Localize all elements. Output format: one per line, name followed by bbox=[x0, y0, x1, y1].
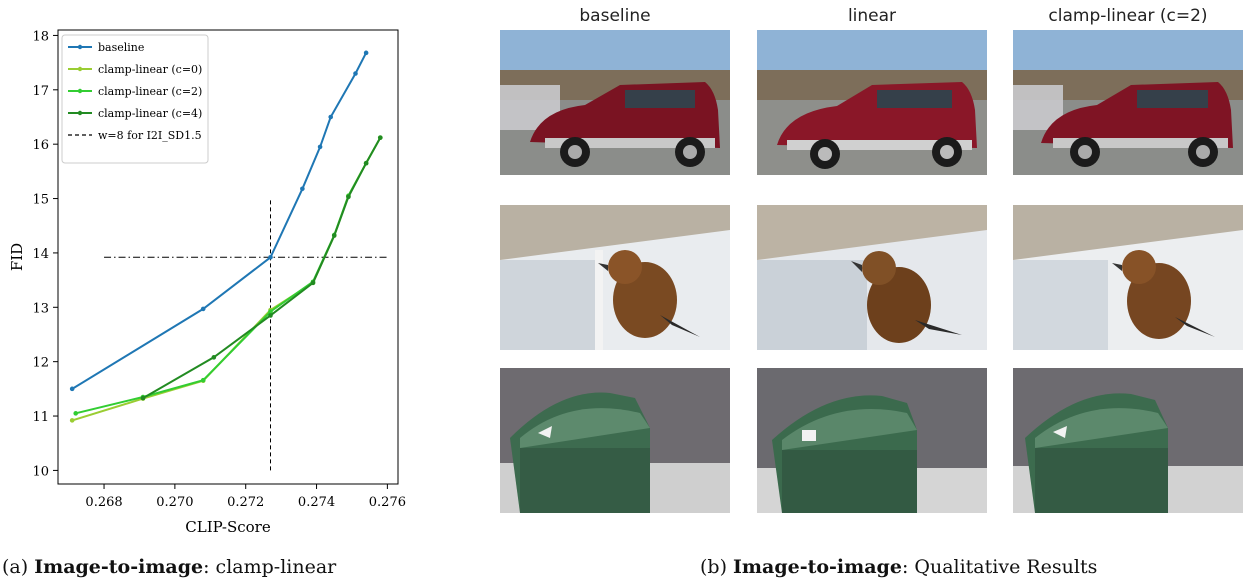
series-point-3 bbox=[363, 160, 369, 166]
legend-label: clamp-linear (c=0) bbox=[98, 63, 202, 76]
fid-clip-chart: 0.268 0.270 0.272 0.274 0.276 10 11 12 13 14 15 16 1… bbox=[8, 29, 406, 536]
tick-layer: 0.268 0.270 0.272 0.274 0.276 10 11 12 13 14 15 16 1… bbox=[32, 29, 406, 510]
y-tick-label: 12 bbox=[32, 356, 49, 371]
series-point-3 bbox=[268, 313, 273, 318]
series-point-3 bbox=[310, 280, 316, 286]
x-tick-label: 0.268 bbox=[85, 495, 122, 510]
image-car-baseline bbox=[500, 30, 730, 175]
series-point-3 bbox=[331, 233, 337, 238]
series-point-0 bbox=[328, 114, 334, 120]
caption-left: (a) Image-to-image: clamp-linear bbox=[2, 556, 337, 578]
image-mailbox-baseline bbox=[500, 368, 730, 513]
series-point-3 bbox=[377, 135, 383, 140]
reference-lines bbox=[104, 198, 388, 471]
y-tick-label: 13 bbox=[32, 301, 49, 316]
image-bird-baseline bbox=[500, 205, 730, 350]
legend-box bbox=[61, 34, 209, 164]
legend-label: clamp-linear (c=4) bbox=[98, 107, 202, 120]
series-line-1 bbox=[71, 137, 382, 422]
x-axis-label: CLIP-Score bbox=[185, 518, 271, 536]
series-point-2 bbox=[73, 411, 79, 416]
legend-label: w=8 for I2I_SD1.5 bbox=[98, 129, 202, 142]
image-car-linear bbox=[757, 30, 987, 175]
y-axis-label: FID bbox=[8, 243, 26, 271]
series-point-3 bbox=[140, 395, 146, 401]
series-point-0 bbox=[353, 71, 358, 76]
column-title-baseline: baseline bbox=[579, 6, 651, 26]
legend-entry-clamp-c4: clamp-linear (c=4) bbox=[68, 107, 202, 120]
legend-entry-clamp-c2: clamp-linear (c=2) bbox=[68, 85, 202, 98]
series-point-2 bbox=[268, 309, 273, 314]
series-point-3 bbox=[346, 194, 351, 200]
column-title-linear: linear bbox=[847, 6, 897, 26]
y-tick-label: 15 bbox=[32, 193, 49, 208]
x-tick-label: 0.272 bbox=[227, 495, 264, 510]
series-line-3 bbox=[142, 137, 382, 399]
series-point-0 bbox=[200, 306, 206, 312]
series-point-3 bbox=[211, 355, 217, 360]
caption-right: (b) Image-to-image: Qualitative Results bbox=[700, 556, 1098, 578]
x-tick-label: 0.276 bbox=[369, 495, 406, 510]
y-tick-label: 14 bbox=[32, 247, 49, 262]
series-line-2 bbox=[75, 137, 382, 415]
y-tick-label: 11 bbox=[32, 410, 49, 425]
series-point-0 bbox=[268, 254, 273, 260]
image-mailbox-linear bbox=[757, 368, 987, 513]
series-line-0 bbox=[71, 52, 367, 390]
image-mailbox-clamp-linear bbox=[1013, 368, 1243, 513]
series-point-0 bbox=[363, 50, 369, 56]
series-point-2 bbox=[200, 377, 206, 383]
legend-label: baseline bbox=[98, 41, 144, 54]
series-point-0 bbox=[317, 144, 323, 150]
legend: baseline clamp-linear (c=0) clamp-linear… bbox=[61, 34, 209, 164]
image-bird-linear bbox=[757, 205, 987, 350]
caption-right-bold: Image-to-image bbox=[733, 556, 902, 578]
y-tick-label: 10 bbox=[32, 464, 49, 479]
column-title-clamp-linear: clamp-linear (c=2) bbox=[1048, 6, 1208, 26]
plot-frame bbox=[57, 29, 399, 485]
series-point-0 bbox=[300, 186, 305, 192]
legend-entry-clamp-c0: clamp-linear (c=0) bbox=[68, 63, 202, 76]
series-layer bbox=[69, 50, 383, 423]
caption-left-bold: Image-to-image bbox=[34, 556, 204, 578]
y-tick-label: 16 bbox=[32, 138, 49, 153]
y-tick-label: 17 bbox=[32, 84, 49, 99]
y-tick-label: 18 bbox=[32, 29, 49, 44]
legend-entry-baseline: baseline bbox=[68, 41, 144, 54]
x-tick-label: 0.270 bbox=[156, 495, 193, 510]
image-bird-clamp-linear bbox=[1013, 205, 1243, 350]
x-tick-label: 0.274 bbox=[298, 495, 335, 510]
legend-label: clamp-linear (c=2) bbox=[98, 85, 202, 98]
legend-entry-reference: w=8 for I2I_SD1.5 bbox=[68, 129, 202, 142]
image-car-clamp-linear bbox=[1013, 30, 1243, 175]
series-point-1 bbox=[69, 418, 75, 423]
series-point-0 bbox=[69, 386, 75, 392]
